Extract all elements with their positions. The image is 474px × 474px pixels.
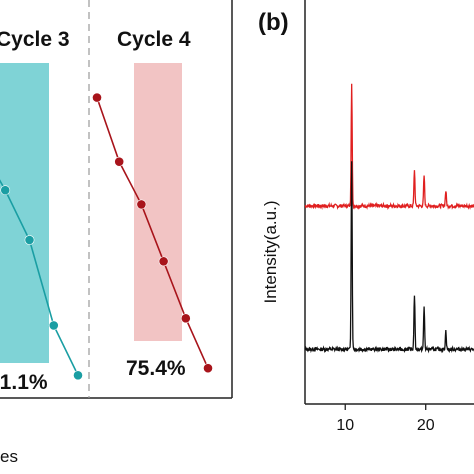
- cycle-3-point-4: [48, 320, 59, 331]
- cycle-4-line: [96, 97, 209, 369]
- x-tick-label-20: 20: [417, 417, 435, 434]
- cycle-3-retention: 61.1%: [0, 371, 48, 394]
- cycle-4-retention: 75.4%: [126, 357, 186, 380]
- cycle-4-point-5: [180, 313, 191, 324]
- x-tick-label-10: 10: [336, 417, 354, 434]
- pattern-black: [304, 161, 474, 354]
- pattern-red: [304, 83, 474, 211]
- cycle-3-point-5: [73, 370, 83, 381]
- cycle-3-series: [0, 179, 83, 381]
- cycle-4-point-1: [92, 92, 102, 103]
- cycle-4-point-2: [114, 156, 125, 167]
- cycle-4-point-3: [136, 199, 147, 210]
- cycle-3-retention-band: [0, 63, 49, 363]
- cycle-4-label: Cycle 4: [117, 28, 191, 51]
- panel-a-xlabel-fragment: es: [0, 447, 18, 466]
- cycle-4-point-4: [158, 256, 169, 267]
- cycle-4-point-6: [203, 363, 213, 374]
- panel-b-ylabel: Intensity(a.u.): [261, 201, 280, 304]
- panel-b-label: (b): [258, 9, 289, 36]
- cycle-3-point-3: [24, 235, 35, 245]
- cycle-3-label: Cycle 3: [0, 28, 70, 51]
- cycle-3-point-2: [0, 185, 11, 196]
- cycle-4-series: [92, 92, 213, 374]
- panel-b-x-ticks: 10 20: [336, 404, 435, 434]
